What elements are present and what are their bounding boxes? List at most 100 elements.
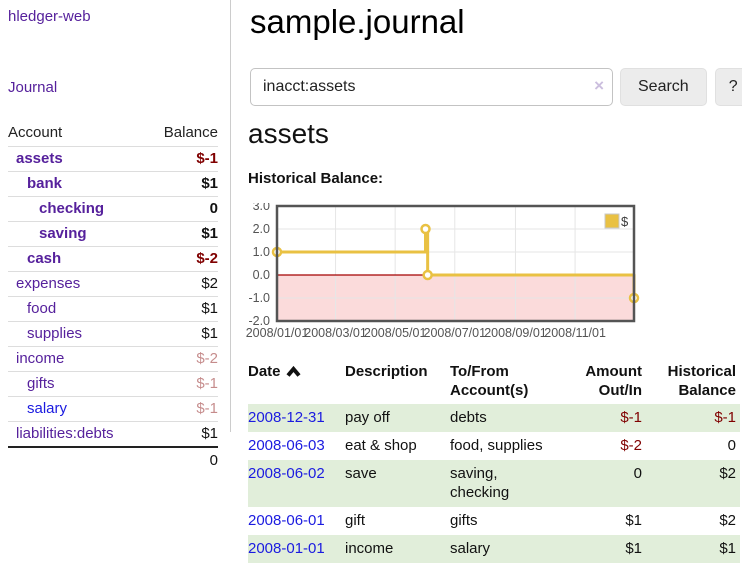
accounts-total-value: 0 [209,452,218,469]
account-row: income $-2 [8,346,218,371]
account-balance: $1 [201,225,218,242]
account-balance: $2 [201,275,218,292]
transaction-amount: $-2 [620,437,642,454]
register-row: 2008-01-01 income salary $1 $1 [248,535,740,563]
sidebar-item-journal[interactable]: Journal [8,79,58,96]
transaction-date-link[interactable]: 2008-01-01 [248,540,325,557]
account-balance: $1 [201,175,218,192]
register-header-row: Date Description To/From Account(s) Amou… [248,360,740,404]
account-link-gifts[interactable]: gifts [27,375,55,392]
transaction-balance: 0 [727,437,736,454]
search-button[interactable]: Search [620,68,707,106]
balance-column-line2: Balance [678,382,736,399]
clear-search-icon[interactable]: × [594,76,604,95]
svg-text:0.0: 0.0 [253,268,270,282]
account-row: expenses $2 [8,271,218,296]
transaction-description: save [345,465,377,482]
search-input[interactable] [250,68,613,106]
help-button[interactable]: ? [714,68,742,106]
date-column-label: Date [248,363,281,380]
account-balance: $-1 [196,375,218,392]
balance-column-header: Balance [163,124,218,141]
account-link-expenses[interactable]: expenses [16,275,81,292]
account-balance: 0 [209,200,218,217]
historical-balance-chart[interactable]: 3.0 2.0 1.0 0.0 -1.0 -2.02008/01/012008/03/01… [240,203,742,353]
svg-text:2008/03/01: 2008/03/01 [304,326,367,340]
transaction-accounts: food, supplies [450,437,543,454]
account-balance: $-2 [196,250,218,267]
account-row: salary $-1 [8,396,218,421]
account-row: gifts $-1 [8,371,218,396]
account-link-cash[interactable]: cash [27,250,62,267]
transaction-description: pay off [345,409,390,426]
account-balance: $1 [201,425,218,442]
account-row: checking 0 [8,196,218,221]
transaction-description: income [345,540,394,557]
transaction-accounts: salary [450,540,491,557]
page-title: sample.journal [250,3,465,40]
account-balance: $-1 [196,150,218,167]
account-balance: $-2 [196,350,218,367]
accounts-table: Account Balance assets $-1 bank $1 check… [8,120,218,473]
transaction-date-link[interactable]: 2008-06-03 [248,437,325,454]
app-brand-link[interactable]: hledger-web [8,8,91,25]
account-link-liabilities-debts[interactable]: liabilities:debts [16,425,114,442]
account-row: cash $-2 [8,246,218,271]
transaction-accounts: debts [450,409,487,426]
tofrom-column-line2: Account(s) [450,382,529,399]
transaction-description: eat & shop [345,437,417,454]
register-row: 2008-06-02 save saving, checking 0 $2 [248,460,740,507]
account-balance: $1 [201,325,218,342]
transaction-balance: $2 [719,512,736,529]
transaction-amount: $1 [625,540,642,557]
tofrom-column-line1: To/From [450,363,509,380]
account-row: food $1 [8,296,218,321]
svg-text:$: $ [621,214,629,229]
account-link-salary[interactable]: salary [27,400,68,417]
transaction-date-link[interactable]: 2008-06-01 [248,512,325,529]
date-column-header: Date [248,360,345,404]
description-column-label: Description [345,363,428,380]
svg-text:2008/01/01: 2008/01/01 [246,326,309,340]
account-balance: $1 [201,300,218,317]
account-row: saving $1 [8,221,218,246]
sidebar: hledger-web Journal Account Balance asse… [0,0,231,469]
description-column-header: Description [345,360,450,404]
account-balance: $-1 [196,400,218,417]
svg-text:2.0: 2.0 [253,222,270,236]
register-row: 2008-06-01 gift gifts $1 $2 [248,507,740,535]
svg-text:2008/05/01: 2008/05/01 [364,326,427,340]
search-form: × Search ? [250,68,742,106]
balance-column-header: Historical Balance [642,360,740,404]
transaction-date-link[interactable]: 2008-06-02 [248,465,325,482]
accounts-table-header: Account Balance [8,120,218,146]
svg-text:2008/07/01: 2008/07/01 [424,326,487,340]
account-row: bank $1 [8,171,218,196]
register-table: Date Description To/From Account(s) Amou… [248,360,740,563]
accounts-total-row: 0 [8,446,218,473]
account-link-checking[interactable]: checking [39,200,105,217]
svg-text:-1.0: -1.0 [248,291,270,305]
sort-ascending-icon [285,363,301,382]
account-link-food[interactable]: food [27,300,57,317]
main-content: sample.journal × Search ? assets Histori… [246,0,742,582]
account-link-supplies[interactable]: supplies [27,325,83,342]
transaction-accounts: gifts [450,512,478,529]
svg-text:2008/11/01: 2008/11/01 [544,326,606,340]
account-link-income[interactable]: income [16,350,65,367]
account-link-assets[interactable]: assets [16,150,63,167]
svg-text:2008/09/01: 2008/09/01 [484,326,547,340]
chart-title: Historical Balance: [248,170,384,187]
transaction-balance: $1 [719,540,736,557]
transaction-description: gift [345,512,366,529]
transaction-accounts: saving, checking [450,465,510,501]
transaction-balance: $2 [719,465,736,482]
register-row: 2008-06-03 eat & shop food, supplies $-2… [248,432,740,460]
account-link-saving[interactable]: saving [39,225,87,242]
transaction-date-link[interactable]: 2008-12-31 [248,409,325,426]
register-row: 2008-12-31 pay off debts $-1 $-1 [248,404,740,432]
svg-text:1.0: 1.0 [253,245,270,259]
amount-column-header: Amount Out/In [558,360,642,404]
account-link-bank[interactable]: bank [27,175,63,192]
transaction-balance: $-1 [714,409,736,426]
